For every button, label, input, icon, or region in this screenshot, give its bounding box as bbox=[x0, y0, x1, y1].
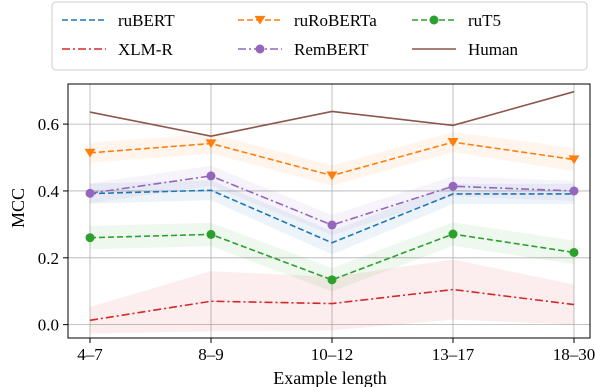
data-point-rut5 bbox=[85, 233, 95, 243]
data-point-rembert bbox=[448, 181, 458, 191]
data-point-rembert bbox=[327, 220, 337, 230]
y-tick-label: 0.2 bbox=[38, 249, 59, 268]
legend-label-human: Human bbox=[468, 40, 519, 59]
axis-ticks: 4–7 8–9 10–12 13–17 18–30 0.0 0.2 0.4 0.6 bbox=[38, 115, 595, 364]
legend-label-rembert: RemBERT bbox=[294, 40, 369, 59]
data-point-ruroberta bbox=[326, 171, 338, 181]
band-rut5 bbox=[90, 222, 574, 292]
x-tick-label: 18–30 bbox=[553, 345, 595, 364]
series-line-xlm-r bbox=[89, 288, 575, 322]
y-tick-label: 0.6 bbox=[38, 115, 59, 134]
band-xlm-r bbox=[90, 259, 574, 334]
data-point-rembert bbox=[85, 188, 95, 198]
plot-frame bbox=[67, 83, 591, 339]
plot-area-border bbox=[67, 83, 591, 339]
y-tick-label: 0.0 bbox=[38, 316, 59, 335]
data-point-rut5 bbox=[206, 229, 216, 239]
series-line-human bbox=[89, 90, 575, 137]
series-lines bbox=[84, 90, 580, 322]
legend: ruBERT ruRoBERTa ruT5 XLM-R RemBERT Human bbox=[51, 1, 588, 71]
legend-box bbox=[51, 1, 588, 71]
data-point-ruroberta bbox=[568, 155, 580, 165]
data-point-rut5 bbox=[327, 275, 337, 285]
legend-marker-ruroberta bbox=[254, 15, 266, 25]
legend-marker-rembert bbox=[255, 44, 265, 54]
data-point-ruroberta bbox=[447, 138, 459, 147]
legend-label-rubert: ruBERT bbox=[118, 11, 175, 30]
band-rubert bbox=[90, 180, 574, 255]
x-axis-label: Example length bbox=[273, 368, 386, 387]
legend-label-ruroberta: ruRoBERTa bbox=[294, 11, 377, 30]
data-point-rut5 bbox=[448, 229, 458, 239]
y-axis-label: MCC bbox=[8, 188, 28, 228]
y-tick-label: 0.4 bbox=[38, 182, 60, 201]
data-point-rembert bbox=[206, 171, 216, 181]
x-tick-label: 10–12 bbox=[311, 345, 354, 364]
x-tick-label: 4–7 bbox=[77, 345, 103, 364]
series-line-rubert bbox=[89, 189, 574, 244]
legend-label-xlm-r: XLM-R bbox=[118, 40, 173, 59]
data-point-ruroberta bbox=[84, 148, 96, 158]
legend-marker-rut5 bbox=[429, 15, 439, 25]
data-point-rembert bbox=[569, 186, 579, 196]
x-tick-label: 13–17 bbox=[432, 345, 475, 364]
data-point-ruroberta bbox=[205, 139, 217, 149]
legend-label-rut5: ruT5 bbox=[468, 11, 501, 30]
grid bbox=[68, 84, 590, 338]
x-tick-label: 8–9 bbox=[198, 345, 224, 364]
data-point-rut5 bbox=[569, 247, 579, 257]
